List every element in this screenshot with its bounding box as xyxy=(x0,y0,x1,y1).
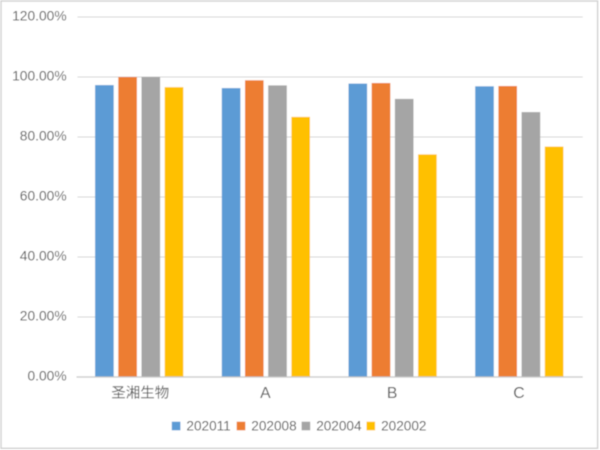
svg-text:80.00%: 80.00% xyxy=(20,129,67,144)
svg-text:202011: 202011 xyxy=(186,418,230,433)
svg-text:60.00%: 60.00% xyxy=(20,189,67,204)
svg-text:0.00%: 0.00% xyxy=(27,369,66,384)
svg-text:100.00%: 100.00% xyxy=(12,69,66,84)
svg-text:B: B xyxy=(387,385,398,402)
svg-text:20.00%: 20.00% xyxy=(20,309,67,324)
svg-text:202008: 202008 xyxy=(251,418,296,433)
svg-text:A: A xyxy=(260,385,271,402)
svg-text:202004: 202004 xyxy=(316,418,362,433)
svg-text:202002: 202002 xyxy=(381,418,426,433)
svg-text:40.00%: 40.00% xyxy=(20,249,67,264)
svg-text:C: C xyxy=(513,385,524,402)
svg-text:120.00%: 120.00% xyxy=(12,9,66,24)
